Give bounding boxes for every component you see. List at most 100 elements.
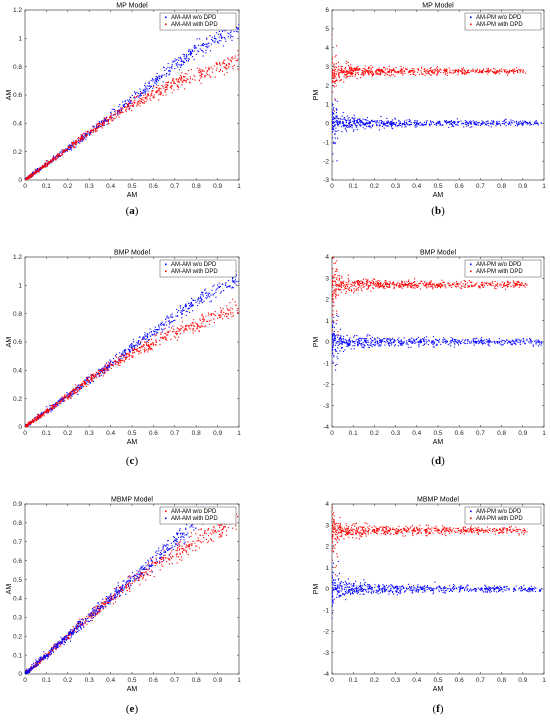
data-point [432, 346, 434, 348]
data-point [99, 375, 101, 377]
data-point [117, 110, 119, 112]
data-point [350, 66, 352, 68]
data-point [347, 341, 349, 343]
x-tick-label: 0.1 [349, 183, 358, 190]
data-point [105, 118, 107, 120]
data-point [113, 357, 115, 360]
data-point [103, 124, 105, 126]
data-point [184, 306, 187, 308]
data-point [123, 103, 126, 106]
data-point [506, 339, 508, 341]
data-point [384, 74, 386, 76]
data-point [403, 123, 405, 125]
data-point [216, 62, 218, 64]
data-point [129, 105, 132, 107]
data-point [83, 138, 85, 140]
data-point [337, 344, 339, 347]
data-point [147, 88, 149, 90]
data-point [58, 153, 60, 155]
data-point [117, 112, 119, 114]
data-point [401, 344, 404, 346]
data-point [389, 338, 391, 341]
data-point [449, 284, 451, 286]
data-point [228, 309, 230, 311]
data-point [44, 166, 46, 168]
data-point [338, 122, 340, 124]
data-point [332, 298, 334, 300]
data-point [104, 364, 106, 366]
data-point [380, 122, 382, 124]
data-point [165, 81, 167, 84]
data-point [44, 164, 46, 166]
data-point [362, 122, 364, 124]
data-point [199, 72, 201, 74]
data-point [476, 123, 478, 125]
data-point [182, 309, 184, 312]
data-point [344, 349, 346, 351]
data-point [209, 301, 211, 303]
data-point [75, 140, 77, 143]
data-point [452, 72, 454, 74]
data-point [87, 376, 89, 378]
data-point [109, 363, 111, 365]
data-point [334, 98, 336, 100]
data-point [164, 332, 166, 334]
y-tick-label: 6 [325, 7, 329, 14]
data-point [191, 49, 193, 51]
data-point [53, 407, 55, 409]
data-point [480, 70, 482, 72]
data-point [213, 293, 215, 295]
data-point [73, 141, 75, 144]
data-point [110, 115, 112, 117]
data-point [180, 60, 182, 62]
data-point [59, 154, 62, 157]
data-point [146, 344, 148, 346]
data-point [452, 341, 455, 343]
data-point [403, 70, 405, 72]
data-point [336, 115, 338, 117]
data-point [129, 101, 131, 103]
data-point [30, 173, 33, 175]
data-point [162, 324, 164, 326]
data-point [160, 94, 162, 96]
data-point [47, 412, 49, 414]
data-point [197, 325, 200, 327]
data-point [519, 123, 521, 125]
data-point [356, 341, 358, 343]
data-point [425, 124, 427, 126]
data-point [458, 340, 460, 342]
data-point [159, 78, 161, 80]
data-point [512, 284, 514, 286]
data-point [451, 340, 453, 342]
data-point [372, 124, 374, 126]
data-point [342, 71, 344, 73]
data-point [61, 398, 63, 400]
data-point [223, 66, 225, 68]
data-point [367, 122, 369, 124]
data-point [200, 294, 202, 296]
data-point [165, 337, 167, 339]
data-point [479, 341, 481, 343]
data-point [335, 54, 337, 56]
data-point [58, 154, 60, 157]
data-point [227, 314, 229, 316]
data-point [390, 70, 393, 72]
data-point [341, 130, 343, 133]
data-point [348, 120, 350, 122]
data-point [137, 95, 139, 97]
data-point [185, 57, 187, 59]
data-point [525, 121, 527, 123]
data-point [345, 77, 347, 79]
data-point [361, 121, 363, 123]
data-point [158, 99, 160, 101]
data-point [213, 321, 215, 324]
data-point [535, 339, 537, 341]
data-point [45, 164, 47, 166]
y-tick-label: 0.4 [13, 121, 22, 128]
data-point [116, 361, 119, 363]
data-point [68, 392, 70, 395]
data-point [125, 356, 127, 358]
data-point [406, 340, 408, 342]
data-point [388, 284, 390, 286]
data-point [186, 78, 188, 80]
